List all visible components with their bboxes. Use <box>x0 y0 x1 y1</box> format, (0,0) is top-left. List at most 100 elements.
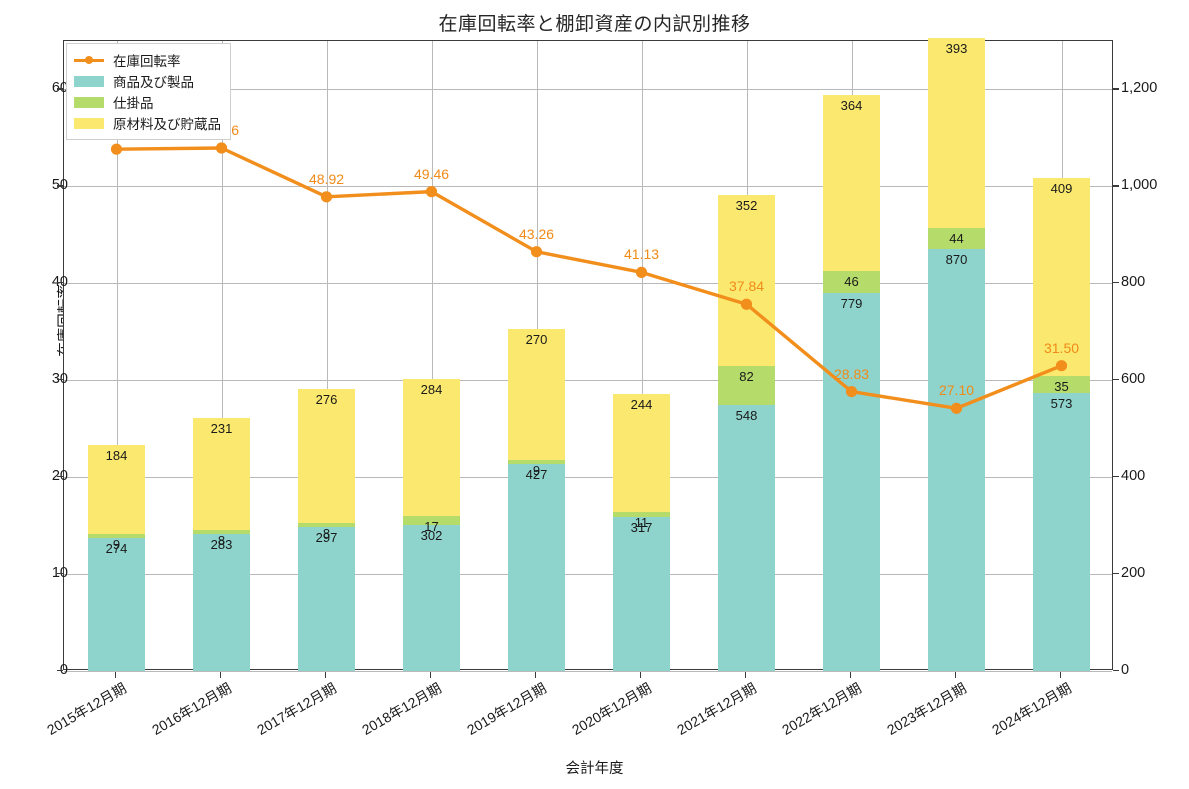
bar-segment[interactable] <box>612 393 671 513</box>
x-axis-tick-label: 2024年12月期 <box>988 679 1074 738</box>
bar-segment[interactable] <box>297 389 356 524</box>
line-data-point[interactable] <box>845 385 858 398</box>
line-data-point[interactable] <box>635 266 648 278</box>
bar-segment[interactable] <box>927 228 986 250</box>
x-axis-tick <box>534 672 541 678</box>
bar-segment-label: 11 <box>634 515 649 531</box>
legend-item[interactable]: 在庫回転率 <box>74 49 221 70</box>
x-axis-tick <box>114 672 121 678</box>
x-axis-tick-label: 2021年12月期 <box>673 679 759 738</box>
bar-segment[interactable] <box>1032 393 1091 671</box>
bar-segment-label: 409 <box>1050 181 1073 197</box>
legend-line-marker-icon <box>74 54 104 66</box>
x-axis-tick <box>1059 672 1066 678</box>
legend-label: 在庫回転率 <box>113 53 181 69</box>
bar-segment[interactable] <box>402 524 461 671</box>
bar-segment-label: 44 <box>949 231 964 247</box>
bar-segment[interactable] <box>1032 178 1091 377</box>
line-point-label: 28.83 <box>833 365 870 382</box>
tick-mark <box>1113 573 1119 575</box>
y-axis-tick-left: 0 <box>59 662 68 678</box>
chart-legend[interactable]: 在庫回転率 商品及び製品 仕掛品 原材料及び貯蔵品 <box>66 43 231 140</box>
bar-segment[interactable] <box>507 459 566 465</box>
tick-mark <box>57 573 63 575</box>
bar-segment-label: 9 <box>532 462 541 478</box>
line-data-point[interactable] <box>530 246 543 258</box>
line-point-label: 27.10 <box>938 382 975 399</box>
line-data-point[interactable] <box>110 143 123 155</box>
bar-segment[interactable] <box>822 94 881 272</box>
x-axis-tick <box>429 672 436 678</box>
x-axis-tick-label: 2015年12月期 <box>43 679 129 738</box>
bar-segment-label: 364 <box>840 97 863 113</box>
bar-segment[interactable] <box>822 293 881 671</box>
x-axis-tick <box>324 672 331 678</box>
bar-segment[interactable] <box>192 533 251 671</box>
line-series <box>110 142 1068 414</box>
bar-segment-label: 317 <box>630 520 653 536</box>
bar-segment-label: 352 <box>735 198 758 214</box>
x-axis-tick-label: 2016年12月期 <box>148 679 234 738</box>
bar-segment[interactable] <box>612 512 671 518</box>
bar-segment-label: 35 <box>1054 379 1069 395</box>
bar-segment[interactable] <box>717 195 776 366</box>
line-data-point[interactable] <box>320 191 333 203</box>
gridline-horizontal <box>64 477 1112 479</box>
bar-segment[interactable] <box>927 37 986 229</box>
bar-segment-label: 231 <box>210 421 233 437</box>
bar-segment-label: 284 <box>420 381 443 397</box>
bar-segment-label: 427 <box>525 467 548 483</box>
legend-item[interactable]: 商品及び製品 <box>74 70 221 91</box>
tick-mark <box>1113 476 1119 478</box>
bar-segment[interactable] <box>1032 376 1091 394</box>
plot-area: 274 9 184 283 8 231 297 8 276 302 17 284 427 9 270 317 1… <box>63 37 1113 672</box>
bar-segment[interactable] <box>192 418 251 530</box>
bar-segment-label: 17 <box>424 519 439 535</box>
tick-mark <box>57 379 63 381</box>
bar-segment[interactable] <box>507 464 566 671</box>
x-axis-tick-label: 2019年12月期 <box>463 679 549 738</box>
bar-segment-label: 82 <box>739 368 754 384</box>
bar-segment-label: 302 <box>420 527 443 543</box>
bar-segment-label: 276 <box>315 392 338 408</box>
bar-segment[interactable] <box>297 523 356 528</box>
line-data-point[interactable] <box>215 142 228 154</box>
legend-item[interactable]: 原材料及び貯蔵品 <box>74 112 221 133</box>
bar-segment[interactable] <box>87 444 146 534</box>
line-data-point[interactable] <box>950 402 963 414</box>
line-point-label: 37.84 <box>728 278 765 295</box>
bar-segment[interactable] <box>192 529 251 534</box>
x-axis-tick <box>639 672 646 678</box>
bar-segment[interactable] <box>927 249 986 671</box>
bar-segment-label: 270 <box>525 331 548 347</box>
bar-segment[interactable] <box>507 328 566 460</box>
bar-segment-label: 46 <box>844 274 859 290</box>
line-data-point[interactable] <box>1055 360 1068 372</box>
bar-segment[interactable] <box>87 533 146 539</box>
tick-mark <box>57 88 63 90</box>
bar-segment-label: 9 <box>112 536 121 552</box>
gridline-vertical <box>116 41 118 669</box>
bar-segment[interactable] <box>822 271 881 294</box>
bar-segment-label: 8 <box>322 526 331 542</box>
x-axis-tick-label: 2020年12月期 <box>568 679 654 738</box>
bar-segment[interactable] <box>297 527 356 671</box>
line-point-label: 49.46 <box>413 165 450 182</box>
bar-segment[interactable] <box>402 516 461 525</box>
bar-segment[interactable] <box>402 378 461 517</box>
tick-mark <box>1113 670 1119 672</box>
line-point-label: 41.13 <box>623 246 660 263</box>
line-data-point[interactable] <box>740 298 753 310</box>
bar-segment[interactable] <box>612 517 671 671</box>
gridline-horizontal <box>64 283 1112 285</box>
bar-segment[interactable] <box>717 405 776 671</box>
line-data-point[interactable] <box>425 186 438 198</box>
y-axis-tick-right: 600 <box>1121 371 1146 388</box>
y-axis-tick-right: 400 <box>1121 468 1146 485</box>
x-axis-tick <box>219 672 226 678</box>
line-point-label: 31.50 <box>1043 339 1080 356</box>
gridline-horizontal <box>64 89 1112 91</box>
legend-item[interactable]: 仕掛品 <box>74 91 221 112</box>
bar-segment[interactable] <box>717 365 776 406</box>
bar-segment[interactable] <box>87 538 146 671</box>
